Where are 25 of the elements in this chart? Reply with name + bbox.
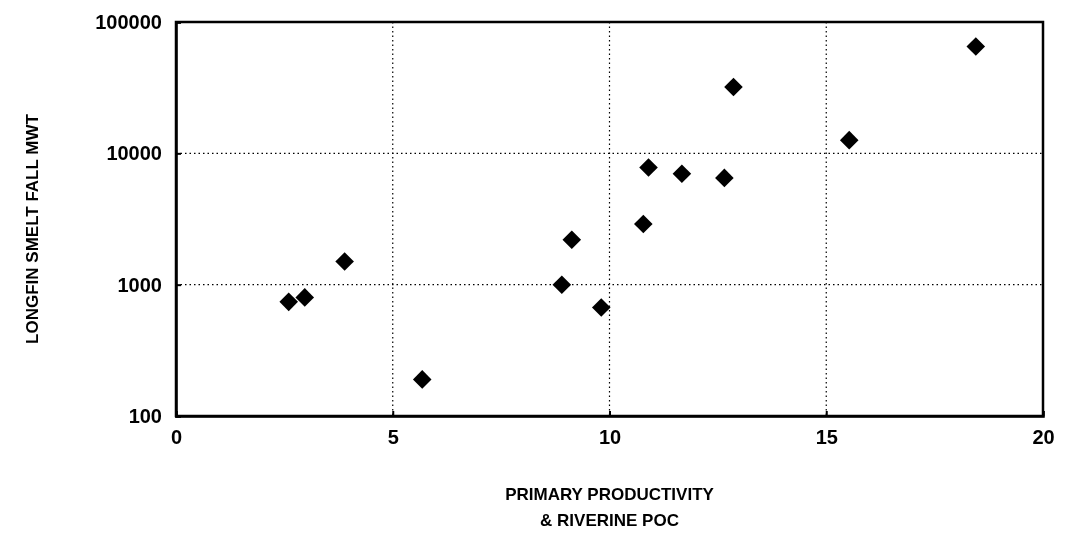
x-tick-label: 15 xyxy=(815,426,838,449)
y-tick-label: 1000 xyxy=(117,273,162,296)
point xyxy=(335,252,354,271)
y-tick-label: 100 xyxy=(128,404,162,427)
point xyxy=(672,164,692,183)
x-axis-title: PRIMARY PRODUCTIVITY & RIVERINE POC xyxy=(505,485,715,530)
point xyxy=(715,168,734,188)
point xyxy=(639,158,658,177)
point xyxy=(591,298,611,317)
y-axis-title: LONGFIN SMELT FALL MWT xyxy=(23,113,42,344)
y-tick-label: 100000 xyxy=(95,10,162,33)
point xyxy=(295,288,315,307)
point xyxy=(562,230,582,249)
y-tick-label: 10000 xyxy=(106,142,162,165)
point xyxy=(966,37,986,56)
point xyxy=(412,370,432,389)
x-tick-label: 10 xyxy=(598,426,622,449)
point xyxy=(839,130,859,150)
x-tick-label: 0 xyxy=(170,426,183,449)
point xyxy=(552,275,572,294)
point xyxy=(724,77,743,97)
x-tick-label: 5 xyxy=(387,426,399,449)
x-tick-label: 20 xyxy=(1032,426,1055,449)
point xyxy=(279,292,298,312)
point xyxy=(634,214,653,234)
